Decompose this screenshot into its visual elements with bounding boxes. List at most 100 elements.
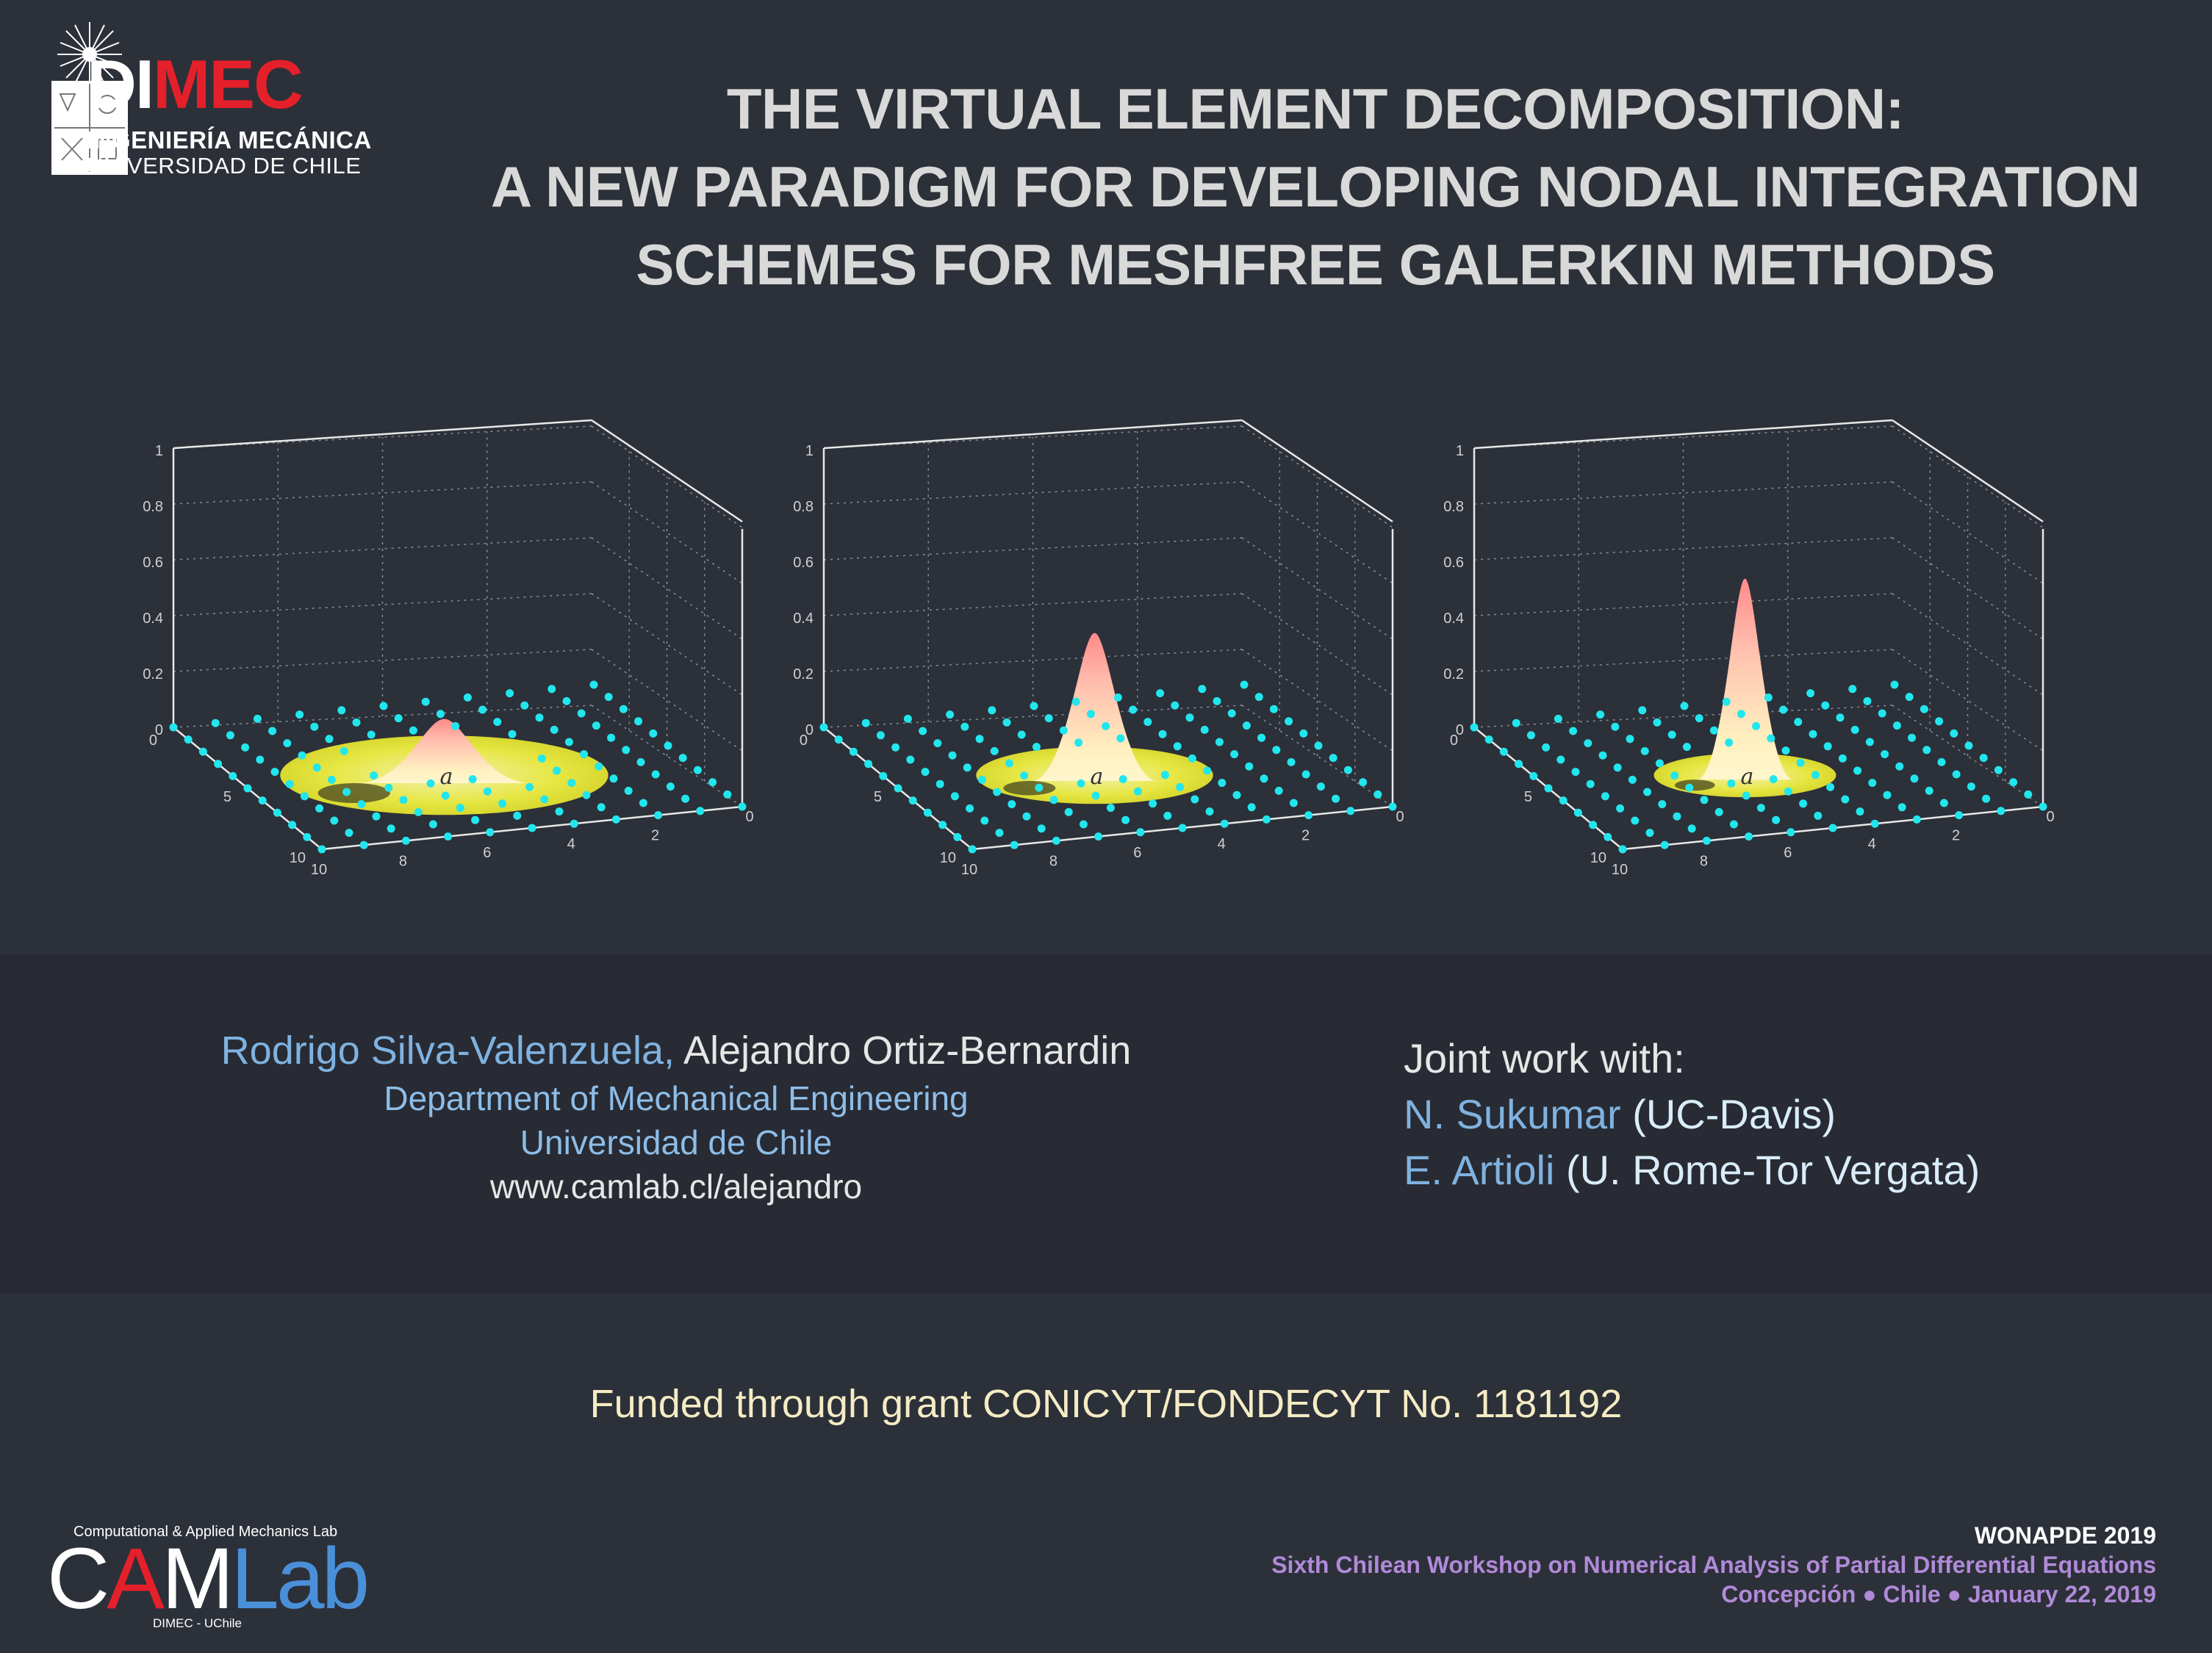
node-point [988,706,997,715]
node-point [471,815,480,824]
node-point [241,743,250,752]
node-point [1640,746,1649,755]
z-tick-label: 0.4 [1443,611,1464,627]
node-point [654,811,663,820]
node-point [1556,755,1565,764]
node-point [498,799,507,808]
node-point [1289,799,1298,807]
dimec-part1: DI [87,46,154,123]
x-tick-label: 10 [1612,862,1628,878]
node-point [1245,762,1254,771]
node-point [1853,766,1862,775]
node-point [508,730,517,738]
node-point [537,754,546,763]
node-point [651,770,660,779]
node-point [580,750,589,759]
node-point [1173,742,1182,751]
node-point [379,702,388,710]
node-point [834,735,843,744]
node-point [1470,723,1479,732]
disc-shadow [1675,779,1715,791]
node-point [1121,815,1130,824]
node-point [444,832,453,841]
node-point [1604,832,1612,841]
node-point [1658,800,1667,809]
node-point [1865,738,1874,746]
node-point [288,821,297,829]
node-point [1764,693,1773,702]
node-point [1680,702,1689,710]
node-point [1742,791,1750,800]
node-point [1967,782,1975,791]
node-point [1584,739,1592,748]
surface-plots: 00.20.40.60.81a0246810051000.20.40.60.81… [143,419,2055,878]
node-point [540,795,549,804]
conference-place-date: Concepción ● Chile ● January 22, 2019 [1721,1581,2156,1607]
shape-function-peak [1696,578,1794,780]
node-point [1823,742,1832,751]
node-point [693,766,702,774]
node-point [903,714,912,723]
node-point [564,738,573,746]
node-point [2009,778,2018,787]
node-point [1269,705,1278,713]
node-point [1868,779,1877,788]
node-point [666,782,675,791]
website-url[interactable]: www.camlab.cl/alejandro [489,1167,863,1206]
node-point [330,816,339,825]
box-edge [591,419,743,523]
node-point [879,771,888,780]
z-tick-label: 0.2 [1443,666,1464,683]
node-point [312,763,321,772]
node-point [506,689,514,698]
node-point [1964,741,1973,750]
node-point [908,796,917,805]
node-point [664,741,672,750]
node-point [597,803,606,812]
node-point [1240,680,1249,689]
node-point [595,762,603,771]
node-point [1086,710,1095,719]
node-point [1779,705,1788,714]
university: Universidad de Chile [520,1123,833,1162]
node-point [1163,811,1172,820]
node-point [968,845,977,854]
node-point [555,807,564,816]
node-point [977,775,986,784]
node-point [1821,701,1830,710]
node-point [1729,820,1738,829]
node-point [1017,730,1026,739]
x-tick-label: 6 [1784,845,1792,861]
node-point [357,800,366,809]
node-point [1892,721,1901,730]
node-point [1838,754,1847,763]
x-tick-label: 2 [1301,828,1310,844]
node-point [723,790,732,799]
node-point [1997,807,2005,815]
node-point [1670,771,1679,780]
node-point [1559,796,1568,805]
node-point [933,739,942,748]
box-edge [823,419,1243,450]
node-point [1529,771,1538,780]
author-first: Rodrigo Silva-Valenzuela, [220,1029,675,1073]
z-tick-label: 0 [1456,722,1464,738]
node-point [426,779,435,788]
node-point [1952,770,1961,779]
node-point [990,746,999,755]
node-point [604,693,613,702]
node-point [409,726,417,735]
node-point [1687,824,1696,833]
department: Department of Mechanical Engineering [384,1079,969,1117]
x-tick-label: 0 [1396,809,1404,825]
node-point [1178,824,1187,832]
node-point [1809,730,1817,738]
node-point [1020,771,1029,780]
node-point [1848,685,1857,694]
node-point [1982,794,1991,803]
node-point [1722,697,1731,706]
node-point [214,760,223,768]
node-point [1920,705,1928,713]
joint-heading: Joint work with: [1404,1035,1685,1081]
node-point [1542,743,1551,752]
